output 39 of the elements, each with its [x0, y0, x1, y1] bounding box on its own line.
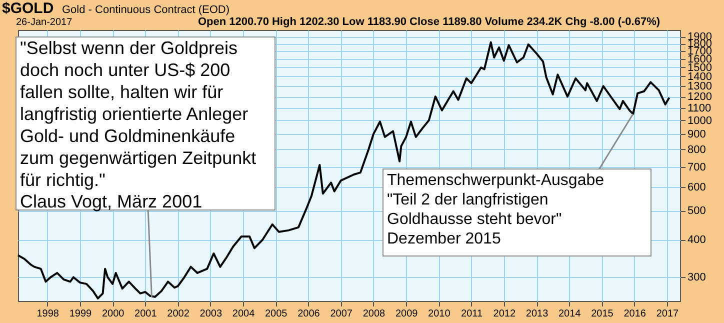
text: Open 1200.70 High 1202.30 Low 1183.90 Close 1189.80 Volume 234.2K Chg -8.00 (-0.67%) — [198, 16, 660, 28]
x-tick-label: 2016 — [624, 308, 646, 320]
x-tick-label: 1998 — [36, 308, 60, 320]
chart-subtitle: Gold - Continuous Contract (EOD) — [62, 4, 230, 16]
x-tick-label: 2001 — [134, 308, 158, 320]
x-tick-label: 2007 — [330, 308, 353, 320]
line-series — [17, 41, 670, 300]
y-tick-label: 800 — [688, 144, 706, 156]
chart-title: $GOLD — [2, 0, 54, 17]
y-tick-label: 400 — [688, 234, 706, 246]
y-tick-label: 1000 — [688, 114, 712, 127]
x-tick-label: 2017 — [656, 308, 680, 320]
annotation: Themenschwerpunkt-Ausgabe "Teil 2 der langfristigen Goldhausse steht bevor" Dezember 2015 — [387, 172, 604, 248]
y-tick-label: 1400 — [688, 70, 712, 83]
y-tick-label: 300 — [688, 272, 706, 284]
x-tick-label: 2005 — [265, 308, 288, 320]
x-tick-label: 2014 — [558, 308, 582, 320]
y-tick-label: 1100 — [688, 102, 712, 114]
y-tick-label: 600 — [688, 181, 706, 194]
x-tick-label: 2002 — [167, 308, 190, 320]
x-tick-label: 2011 — [461, 308, 483, 320]
x-tick-label: 2012 — [493, 308, 516, 320]
x-tick-label: 2009 — [395, 308, 418, 320]
x-tick-label: 2006 — [298, 308, 320, 320]
x-tick-label: 2004 — [232, 308, 256, 320]
x-tick-label: 2003 — [200, 308, 222, 320]
x-tick-label: 2010 — [428, 308, 451, 320]
x-tick-label: 2015 — [591, 308, 614, 320]
x-tick-label: 1999 — [69, 308, 92, 320]
y-tick-label: 1200 — [688, 91, 712, 104]
x-tick-label: 2008 — [362, 308, 386, 320]
x-tick-label: 2000 — [102, 308, 125, 320]
y-tick-label: 1300 — [688, 80, 712, 93]
y-tick-label: 500 — [688, 205, 706, 218]
y-tick-label: 700 — [688, 161, 706, 174]
x-tick-label: 2013 — [526, 308, 549, 320]
annotation: "Selbst wenn der Goldpreis doch noch unter US-$ 200 fallen sollte, halten wir für langfristig orientierte Anleger Gold- und Goldminenkäufe zum gegenwärtigen Zeitpunkt für richtig." Claus Vogt, März 2001 — [20, 38, 256, 212]
text: 26-Jan-2017 — [16, 17, 73, 28]
y-tick-label: 900 — [688, 128, 706, 141]
